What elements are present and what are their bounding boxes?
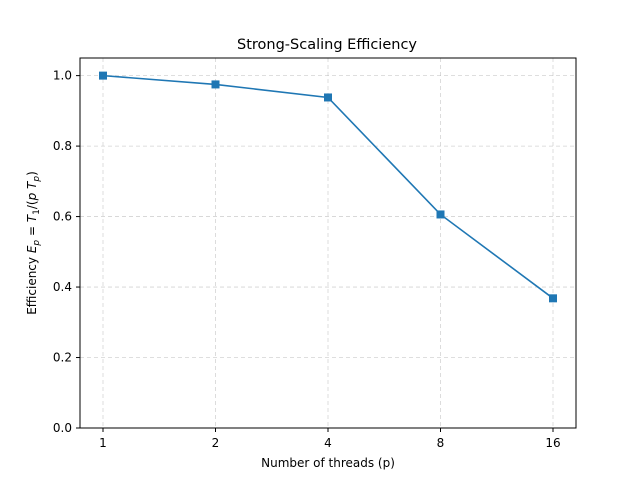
data-point-marker	[549, 294, 557, 303]
x-tick-label: 8	[437, 436, 445, 450]
data-point-marker	[99, 71, 107, 80]
y-tick-label: 0.2	[53, 351, 72, 365]
grid	[80, 58, 576, 429]
y-tick-label: 1.0	[53, 69, 72, 83]
data-point-marker	[324, 93, 332, 102]
x-tick-label: 1	[99, 436, 107, 450]
y-tick-label: 0.4	[53, 280, 72, 294]
chart-title: Strong-Scaling Efficiency	[237, 37, 417, 53]
x-tick-label: 16	[545, 436, 560, 450]
axis-ticks: 1 2 4 8 16 0.0 0.2 0.4 0.6 0.8 1.0	[53, 69, 561, 450]
plot-area-frame	[79, 57, 577, 429]
y-axis-label: Efficiency Ep = T1/(p Tp)	[25, 171, 42, 315]
x-tick-label: 4	[324, 436, 332, 450]
x-tick-label: 2	[212, 436, 220, 450]
y-tick-label: 0.0	[53, 421, 72, 435]
data-point-marker	[436, 210, 445, 219]
series-layer	[99, 71, 557, 303]
y-tick-label: 0.6	[53, 210, 72, 224]
data-point-marker	[211, 80, 220, 89]
x-axis-label: Number of threads (p)	[261, 456, 395, 470]
y-tick-label: 0.8	[53, 139, 72, 153]
